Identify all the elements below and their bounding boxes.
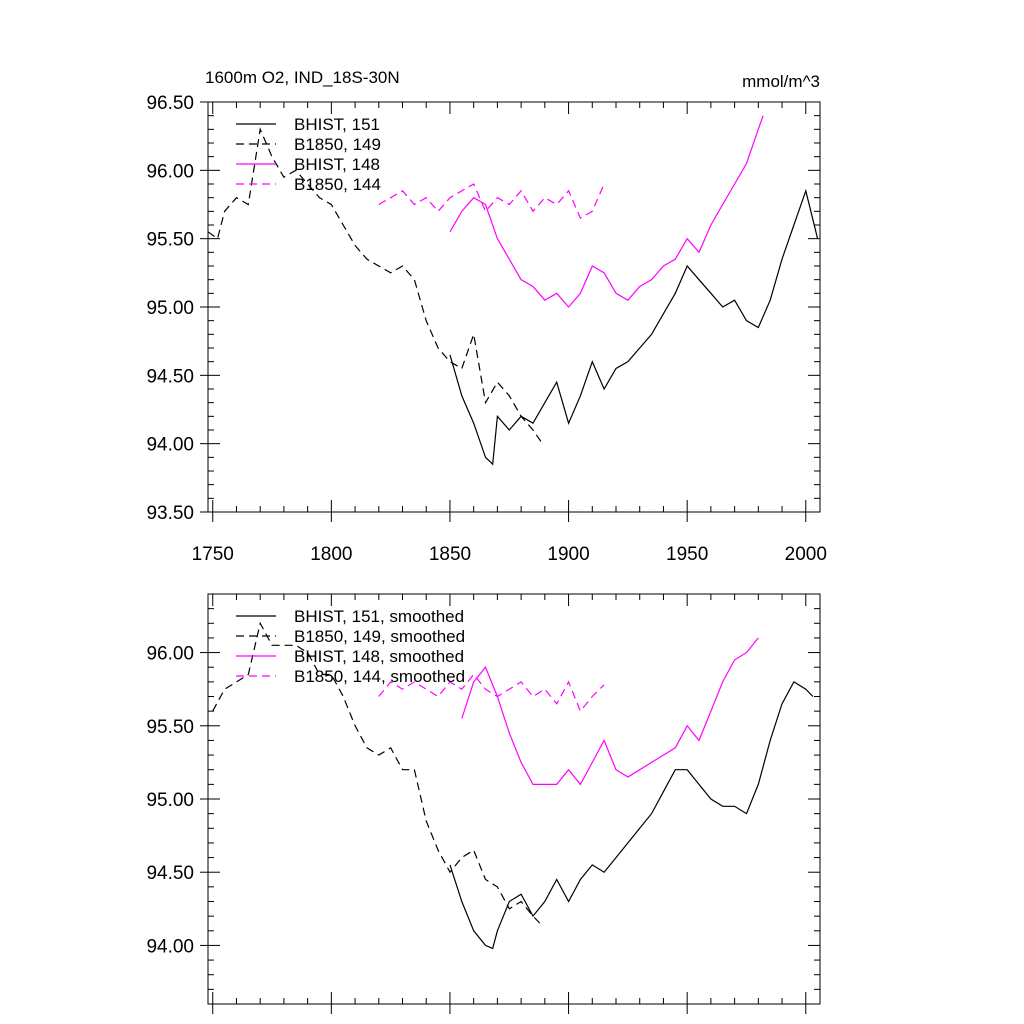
y-tick-label: 95.50 xyxy=(146,230,194,251)
legend-label: BHIST, 148, smoothed xyxy=(294,647,464,666)
chart-title: 1600m O2, IND_18S-30N xyxy=(205,68,400,87)
legend-label: B1850, 144, smoothed xyxy=(294,667,465,686)
x-tick-label: 2000 xyxy=(785,544,827,565)
y-tick-label: 95.00 xyxy=(146,298,194,319)
x-tick-label: 1800 xyxy=(310,544,352,565)
y-tick-label: 95.50 xyxy=(146,717,194,738)
y-tick-label: 95.00 xyxy=(146,790,194,811)
plot-frame xyxy=(207,593,821,1005)
units-label: mmol/m^3 xyxy=(742,72,820,91)
y-tick-label: 94.00 xyxy=(146,936,194,957)
series-line-1 xyxy=(449,188,819,466)
legend-label: B1850, 149, smoothed xyxy=(294,627,465,646)
y-tick-label: 94.50 xyxy=(146,366,194,387)
x-tick-label: 1750 xyxy=(192,544,234,565)
series-line-2 xyxy=(212,621,541,924)
legend-label: B1850, 149 xyxy=(294,135,381,154)
y-tick-label: 96.00 xyxy=(146,161,194,182)
bottom-panel: 94.00 94.50 95.00 95.50 96.00 BHIST, 151, sm… xyxy=(146,593,821,1014)
y-tick-label: 96.50 xyxy=(146,93,194,114)
series-layer xyxy=(207,115,819,466)
series-line-3 xyxy=(461,637,759,786)
top-panel: 1600m O2, IND_18S-30N mmol/m^3 1750 1800 1… xyxy=(146,68,826,565)
y-tick-label: 94.00 xyxy=(146,435,194,456)
x-tick-label: 1900 xyxy=(547,544,589,565)
plot-frame xyxy=(207,101,821,513)
legend-label: B1850, 144 xyxy=(294,175,381,194)
x-tick-label: 1850 xyxy=(429,544,471,565)
series-line-3 xyxy=(449,115,764,308)
y-tick-label: 94.50 xyxy=(146,863,194,884)
y-tick-label: 96.00 xyxy=(146,644,194,665)
legend-label: BHIST, 151, smoothed xyxy=(294,607,464,626)
legend-label: BHIST, 148 xyxy=(294,155,380,174)
x-tick-label: 1950 xyxy=(666,544,708,565)
series-line-2 xyxy=(207,127,543,445)
series-line-4 xyxy=(378,183,605,220)
series-layer xyxy=(212,621,814,950)
legend-label: BHIST, 151 xyxy=(294,115,380,134)
y-tick-label: 93.50 xyxy=(146,503,194,524)
axis-layer: 94.00 94.50 95.00 95.50 96.00 xyxy=(146,593,820,1014)
axis-layer: 1750 1800 1850 1900 1950 2000 93.50 94.00 94.50 9… xyxy=(146,93,826,565)
series-line-1 xyxy=(449,681,814,950)
